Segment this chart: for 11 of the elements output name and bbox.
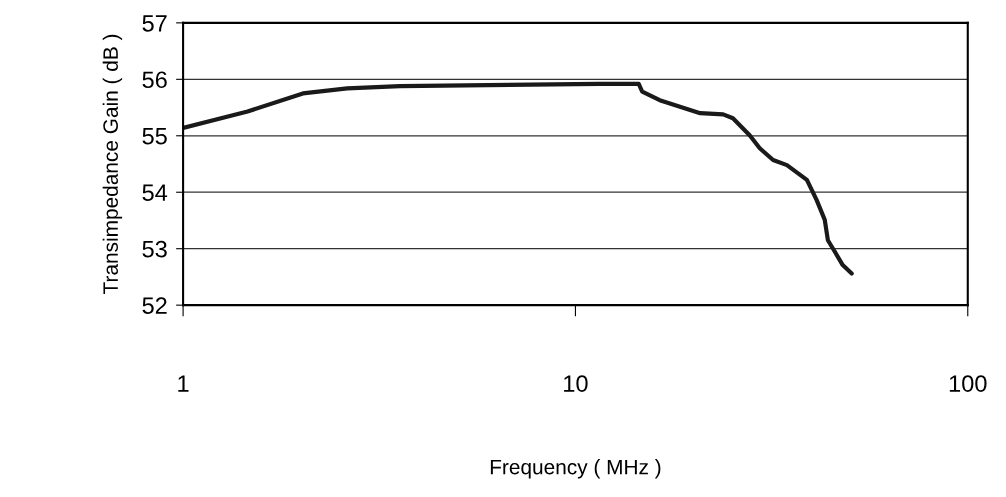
x-axis-title: Frequency ( MHz ): [490, 459, 661, 479]
y-tick-label: 54: [142, 184, 168, 202]
y-tick-label: 56: [142, 71, 167, 89]
y-tick-label: 55: [142, 128, 167, 145]
y-tick-label: 57: [142, 15, 167, 32]
x-tick-label: 1: [178, 375, 189, 392]
y-axis-title: Transimpedance Gain ( dB ): [102, 34, 123, 294]
x-tick-label: 10: [564, 375, 588, 392]
y-tick-label: 52: [142, 297, 167, 314]
y-tick-label: 53: [142, 240, 167, 258]
x-tick-label: 100: [949, 375, 987, 392]
